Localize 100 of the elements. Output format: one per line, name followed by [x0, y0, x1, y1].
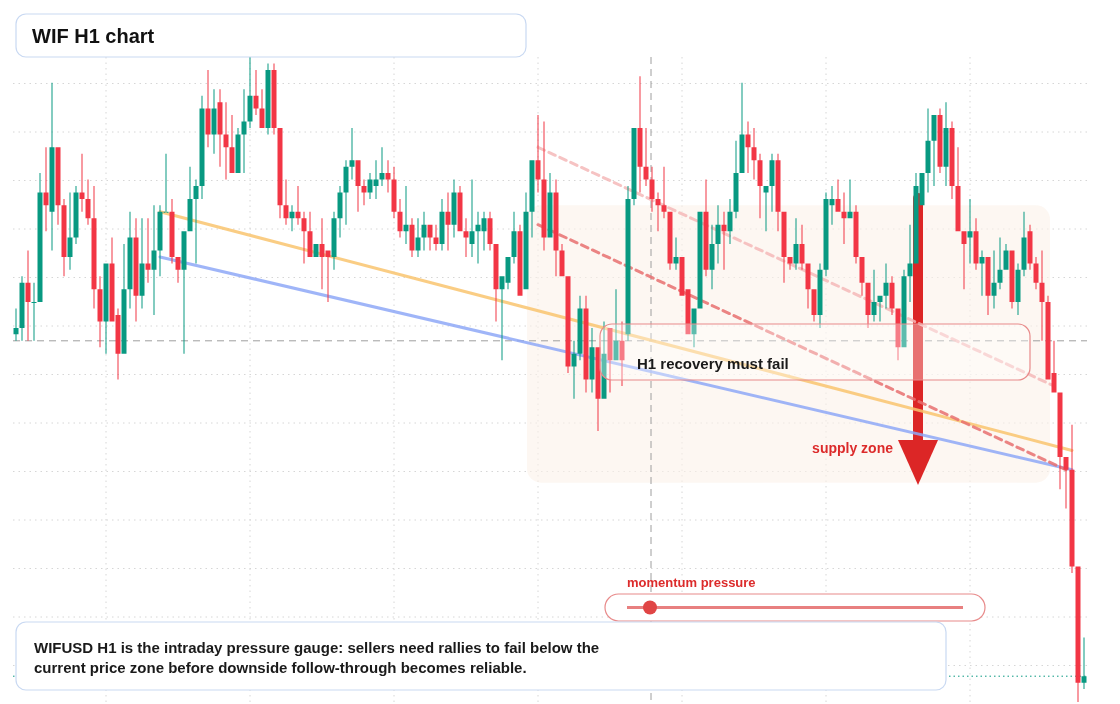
- candlestick: [667, 211, 673, 270]
- candlestick: [403, 186, 409, 245]
- candlestick: [811, 289, 817, 322]
- candlestick: [19, 276, 25, 341]
- candlestick: [265, 63, 271, 135]
- band-label: supply zone: [812, 440, 894, 456]
- candlestick: [145, 218, 151, 283]
- candlestick: [439, 198, 445, 251]
- candlestick: [133, 218, 139, 322]
- candlestick: [415, 218, 421, 257]
- candlestick: [757, 153, 763, 219]
- candlestick: [1081, 637, 1087, 690]
- candlestick: [643, 127, 649, 186]
- candlestick: [337, 186, 343, 238]
- candlestick: [565, 276, 571, 374]
- candlestick: [349, 127, 355, 180]
- candlestick: [703, 179, 709, 277]
- candlestick: [457, 186, 463, 232]
- candlestick: [709, 224, 715, 290]
- candlestick: [31, 282, 37, 341]
- candlestick: [571, 340, 577, 399]
- candlestick: [229, 115, 235, 174]
- candlestick: [277, 127, 283, 219]
- candlestick: [379, 147, 385, 186]
- candlestick: [691, 308, 697, 348]
- candlestick: [745, 121, 751, 174]
- candlestick: [661, 166, 667, 219]
- candlestick: [793, 218, 799, 270]
- candlestick: [313, 244, 319, 257]
- candlestick: [1069, 424, 1075, 573]
- candlestick: [433, 224, 439, 251]
- candlestick: [979, 250, 985, 296]
- candlestick: [253, 69, 259, 116]
- candlestick: [1075, 566, 1081, 702]
- candlestick: [331, 211, 337, 270]
- candlestick: [787, 256, 793, 270]
- candlestick: [211, 89, 217, 154]
- candlestick: [421, 211, 427, 251]
- candlestick: [205, 69, 211, 148]
- candlestick: [121, 244, 127, 354]
- candlestick: [889, 276, 895, 315]
- candlestick: [595, 347, 601, 432]
- candlestick: [307, 211, 313, 257]
- candlestick: [589, 327, 595, 393]
- candlestick: [295, 186, 301, 225]
- candlestick: [1009, 250, 1015, 309]
- candlestick: [1021, 211, 1027, 277]
- candlestick: [655, 192, 661, 232]
- candlestick: [397, 198, 403, 238]
- candlestick: [559, 244, 565, 277]
- candlestick: [409, 218, 415, 257]
- candlestick: [493, 244, 499, 322]
- candlestick: [547, 173, 553, 238]
- candlestick: [733, 140, 739, 219]
- candlestick: [865, 282, 871, 328]
- candlestick: [763, 186, 769, 232]
- candlestick: [217, 89, 223, 167]
- candlestick: [343, 160, 349, 225]
- candlestick: [601, 321, 607, 399]
- chart-title: WIF H1 chart: [32, 25, 155, 47]
- candlestick: [925, 108, 931, 193]
- candlestick: [997, 237, 1003, 290]
- candlestick: [739, 82, 745, 174]
- candlestick: [631, 127, 637, 206]
- candlestick: [259, 89, 265, 128]
- candlestick: [973, 218, 979, 270]
- candlestick: [895, 308, 901, 361]
- candlestick: [955, 147, 961, 232]
- annotation: momentum pressure: [627, 575, 756, 590]
- candlestick: [49, 82, 55, 251]
- candlestick: [943, 102, 949, 186]
- candlestick: [907, 224, 913, 303]
- candlestick: [751, 127, 757, 180]
- candlestick: [91, 186, 97, 309]
- candlestick: [577, 295, 583, 361]
- candlestick: [187, 166, 193, 232]
- candlestick: [199, 95, 205, 199]
- candlestick: [469, 179, 475, 257]
- candlestick: [361, 179, 367, 206]
- candlestick: [529, 160, 535, 238]
- candlestick: [127, 211, 133, 309]
- candlestick: [937, 108, 943, 174]
- candlestick: [427, 224, 433, 251]
- candlestick: [175, 256, 181, 283]
- candlestick: [523, 192, 529, 290]
- candlestick: [901, 269, 907, 348]
- candlestick: [541, 121, 547, 251]
- candlestick: [949, 121, 955, 199]
- candlestick: [385, 160, 391, 193]
- candlestick: [151, 205, 157, 315]
- candlestick: [673, 237, 679, 270]
- candlestick: [517, 224, 523, 296]
- candlestick: [859, 256, 865, 296]
- candlestick: [103, 263, 109, 354]
- candlestick: [985, 256, 991, 315]
- candlestick: [583, 295, 589, 393]
- candlestick: [715, 205, 721, 264]
- candlestick: [85, 179, 91, 225]
- candlestick: [73, 186, 79, 245]
- candlestick: [1027, 224, 1033, 270]
